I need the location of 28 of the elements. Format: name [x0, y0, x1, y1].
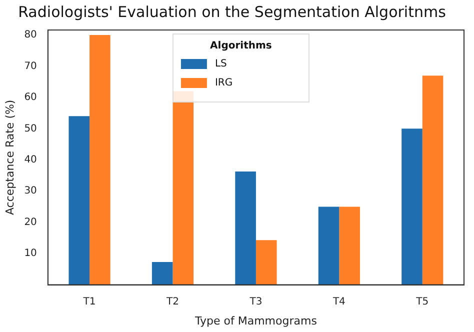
bar [402, 128, 422, 285]
y-tick-label: 50 [24, 123, 37, 134]
x-tick-label: T1 [82, 296, 96, 308]
x-tick-label: T4 [332, 296, 346, 308]
bar [256, 240, 277, 285]
y-tick-label: 20 [24, 216, 37, 228]
x-tick-label: T5 [415, 296, 429, 308]
y-tick-label: 60 [24, 92, 37, 104]
x-axis-title: Type of Mammograms [194, 314, 318, 328]
y-tick-label: 30 [24, 186, 37, 197]
bar [422, 76, 444, 285]
bar [235, 171, 256, 285]
y-tick-label: 70 [24, 60, 37, 72]
legend-label: LS [214, 58, 227, 70]
y-tick-label: 10 [24, 248, 37, 260]
x-tick-label: T3 [248, 296, 262, 308]
legend-title: Algorithms [210, 40, 272, 52]
chart-title: Radiologists' Evaluation on the Segmentation Algoritnms [18, 2, 446, 21]
bar [90, 34, 110, 285]
x-tick-label: T2 [166, 296, 179, 308]
y-tick-label: 40 [24, 154, 37, 166]
y-tick-label: 80 [24, 30, 37, 41]
legend-label: IRG [214, 78, 233, 89]
bar [68, 116, 90, 285]
bar [339, 206, 360, 285]
y-axis-title: Acceptance Rate (%) [3, 100, 16, 216]
bar [152, 262, 173, 285]
bar [318, 206, 340, 285]
